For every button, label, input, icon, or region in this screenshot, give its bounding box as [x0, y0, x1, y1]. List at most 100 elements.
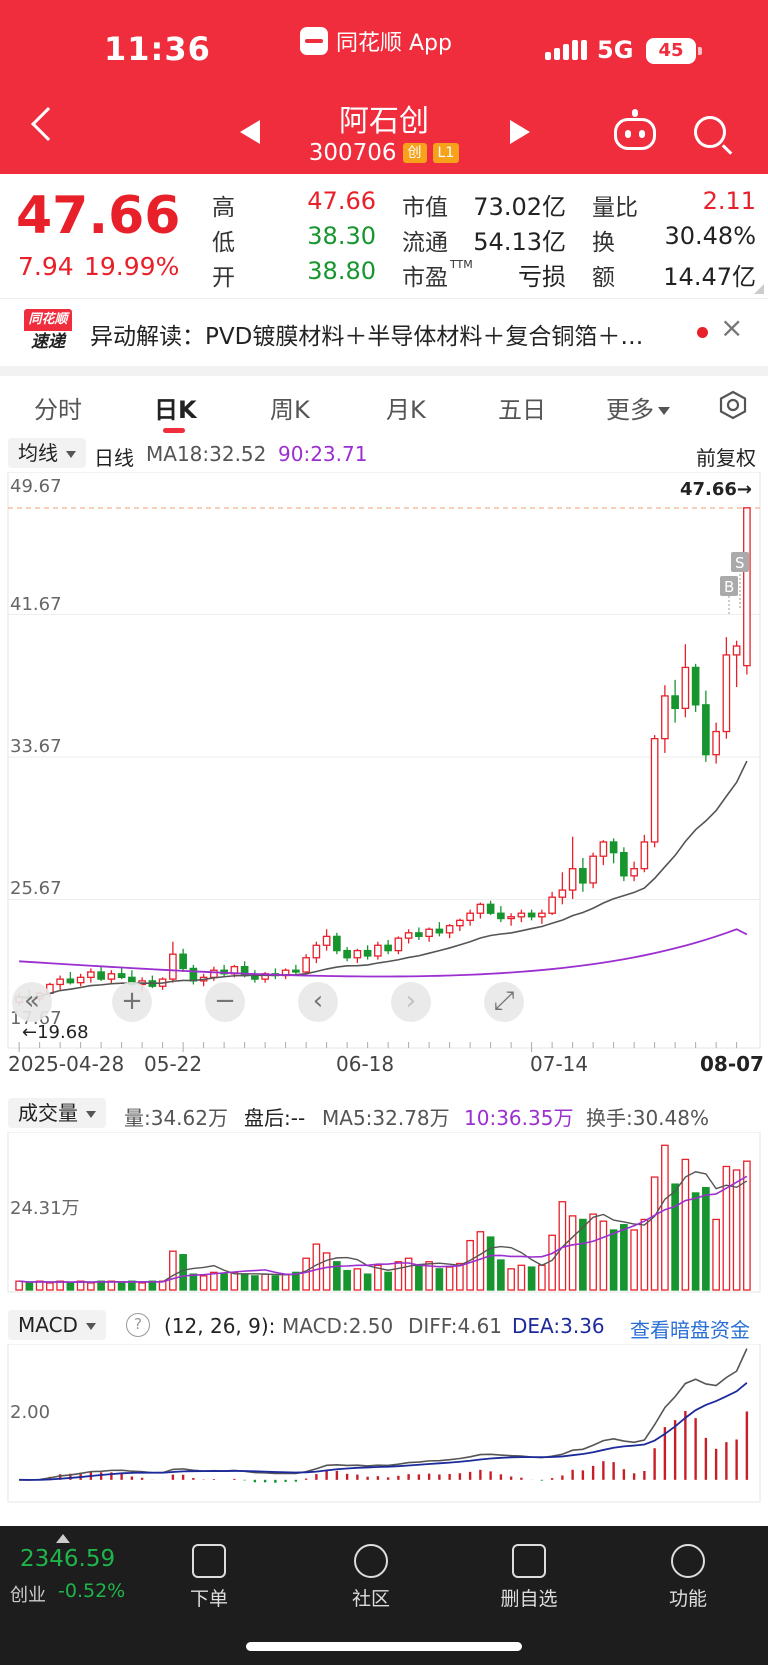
- remove-watchlist-icon: [512, 1544, 546, 1578]
- collapse-left-icon[interactable]: «: [12, 982, 52, 1022]
- volume-bar: [394, 1261, 403, 1291]
- volume-bar: [548, 1234, 556, 1291]
- next-stock-icon[interactable]: [510, 120, 530, 144]
- tab-daily-k[interactable]: 日K: [154, 396, 197, 424]
- scroll-left-icon[interactable]: ‹: [298, 982, 338, 1022]
- volume-bar: [722, 1165, 731, 1291]
- tab-five-day[interactable]: 五日: [498, 396, 546, 424]
- candle: [671, 695, 679, 710]
- volume-bar: [712, 1218, 720, 1291]
- mktcap-label: 市值: [402, 195, 448, 221]
- volume-ma10-line: [19, 1175, 748, 1283]
- candle: [609, 841, 618, 854]
- volume-bar: [507, 1268, 515, 1291]
- volume-value: 量:34.62万: [124, 1106, 228, 1130]
- period-tabs: 分时 日K 周K 月K 五日 更多: [0, 376, 768, 436]
- volume-indicator-selector[interactable]: 成交量: [8, 1098, 106, 1128]
- volume-bar: [702, 1186, 710, 1291]
- volume-bar: [302, 1257, 310, 1291]
- adjust-mode[interactable]: 前复权: [696, 446, 756, 470]
- volume-bar: [732, 1169, 741, 1291]
- stock-name: 阿石创: [339, 104, 429, 139]
- candle: [97, 971, 105, 980]
- volume-bar: [46, 1282, 54, 1291]
- volume-bar: [251, 1275, 259, 1291]
- candle: [333, 935, 341, 952]
- amount-label: 额: [592, 265, 615, 291]
- date-2: 05-22: [144, 1052, 203, 1076]
- tab-monthly-k[interactable]: 月K: [386, 396, 426, 424]
- volume-bar: [374, 1264, 382, 1291]
- index-value[interactable]: 2346.59: [20, 1546, 116, 1572]
- functions-button[interactable]: 功能: [643, 1536, 733, 1611]
- candle: [558, 889, 567, 898]
- back-icon[interactable]: [31, 107, 65, 141]
- scroll-right-icon[interactable]: ›: [391, 982, 431, 1022]
- expand-corner-icon[interactable]: [754, 284, 764, 294]
- volume-bar: [322, 1252, 331, 1291]
- dea-line: [19, 1382, 748, 1481]
- close-icon[interactable]: ×: [720, 311, 744, 344]
- zoom-in-icon[interactable]: +: [112, 982, 152, 1022]
- macd-chart[interactable]: 2.00: [0, 1344, 768, 1506]
- help-icon[interactable]: ?: [126, 1313, 150, 1337]
- index-expand-icon[interactable]: [56, 1534, 70, 1543]
- header-bar: 11:36 同花顺 App 5G 45 阿石创 300706 创 L1: [0, 0, 768, 174]
- community-button[interactable]: 社区: [326, 1536, 416, 1611]
- candle: [435, 928, 444, 934]
- battery-icon: 45: [646, 38, 702, 64]
- settings-hexagon-icon[interactable]: [718, 390, 748, 420]
- volume-bar: [579, 1218, 587, 1291]
- prev-stock-icon[interactable]: [240, 120, 260, 144]
- robot-icon[interactable]: [614, 109, 656, 150]
- volume-bar: [220, 1273, 228, 1291]
- zoom-out-icon[interactable]: −: [205, 982, 245, 1022]
- fullscreen-icon[interactable]: ⤢: [484, 982, 524, 1022]
- tab-more[interactable]: 更多: [606, 390, 670, 425]
- news-text[interactable]: 异动解读：PVD镀膜材料＋半导体材料＋复合铜箔＋…: [90, 324, 644, 350]
- volume-bar: [650, 1176, 659, 1291]
- remove-watchlist-button[interactable]: 删自选: [484, 1536, 574, 1611]
- order-label: 下单: [189, 1588, 228, 1610]
- candle: [650, 738, 659, 843]
- candle: [179, 953, 187, 970]
- status-app-label[interactable]: 同花顺 App: [300, 26, 452, 56]
- functions-label: 功能: [668, 1588, 707, 1610]
- volume-bar: [681, 1158, 690, 1291]
- volume-bar: [466, 1239, 474, 1291]
- level-tag: L1: [432, 143, 460, 163]
- candle: [640, 841, 649, 870]
- news-banner[interactable]: 同花顺 速递 异动解读：PVD镀膜材料＋半导体材料＋复合铜箔＋… ×: [0, 298, 768, 366]
- volume-bar: [445, 1266, 454, 1291]
- network-type: 5G: [597, 36, 634, 64]
- order-button[interactable]: 下单: [164, 1536, 254, 1611]
- candle: [210, 969, 218, 978]
- volume-bar: [210, 1271, 218, 1291]
- open-value: 38.80: [307, 257, 376, 285]
- candle: [394, 937, 403, 952]
- dark-pool-link[interactable]: 查看暗盘资金: [630, 1318, 750, 1342]
- candle: [56, 978, 64, 986]
- section-divider: [0, 366, 768, 376]
- candle: [712, 730, 720, 756]
- tab-intraday[interactable]: 分时: [34, 396, 82, 424]
- quote-panel[interactable]: 47.66 7.94 19.99% 高 47.66 低 38.30 开 38.8…: [0, 174, 768, 298]
- low-value: 38.30: [307, 222, 376, 250]
- main-indicator-row: 均线 日线 MA18:32.52 90:23.71 前复权: [0, 438, 768, 472]
- active-tab-indicator: [163, 428, 185, 433]
- candle: [620, 852, 628, 877]
- high-value: 47.66: [307, 187, 376, 215]
- candlestick-chart[interactable]: 49.67 41.67 33.67 25.67 17.67 47.66→ ←19…: [0, 472, 768, 1052]
- tab-weekly-k[interactable]: 周K: [270, 396, 310, 424]
- candle: [702, 704, 710, 756]
- volume-chart[interactable]: 24.31万: [0, 1132, 768, 1294]
- after-hours-value: 盘后:--: [244, 1106, 306, 1130]
- macd-indicator-selector[interactable]: MACD: [8, 1310, 106, 1340]
- community-star-icon: [354, 1544, 388, 1578]
- search-icon[interactable]: [694, 116, 726, 148]
- ma-indicator-selector[interactable]: 均线: [8, 438, 86, 468]
- order-doc-icon: [192, 1544, 226, 1578]
- volume-indicator-row: 成交量 量:34.62万 盘后:-- MA5:32.78万 10:36.35万 …: [0, 1098, 768, 1132]
- candle: [548, 896, 556, 914]
- board-tag: 创: [402, 143, 427, 163]
